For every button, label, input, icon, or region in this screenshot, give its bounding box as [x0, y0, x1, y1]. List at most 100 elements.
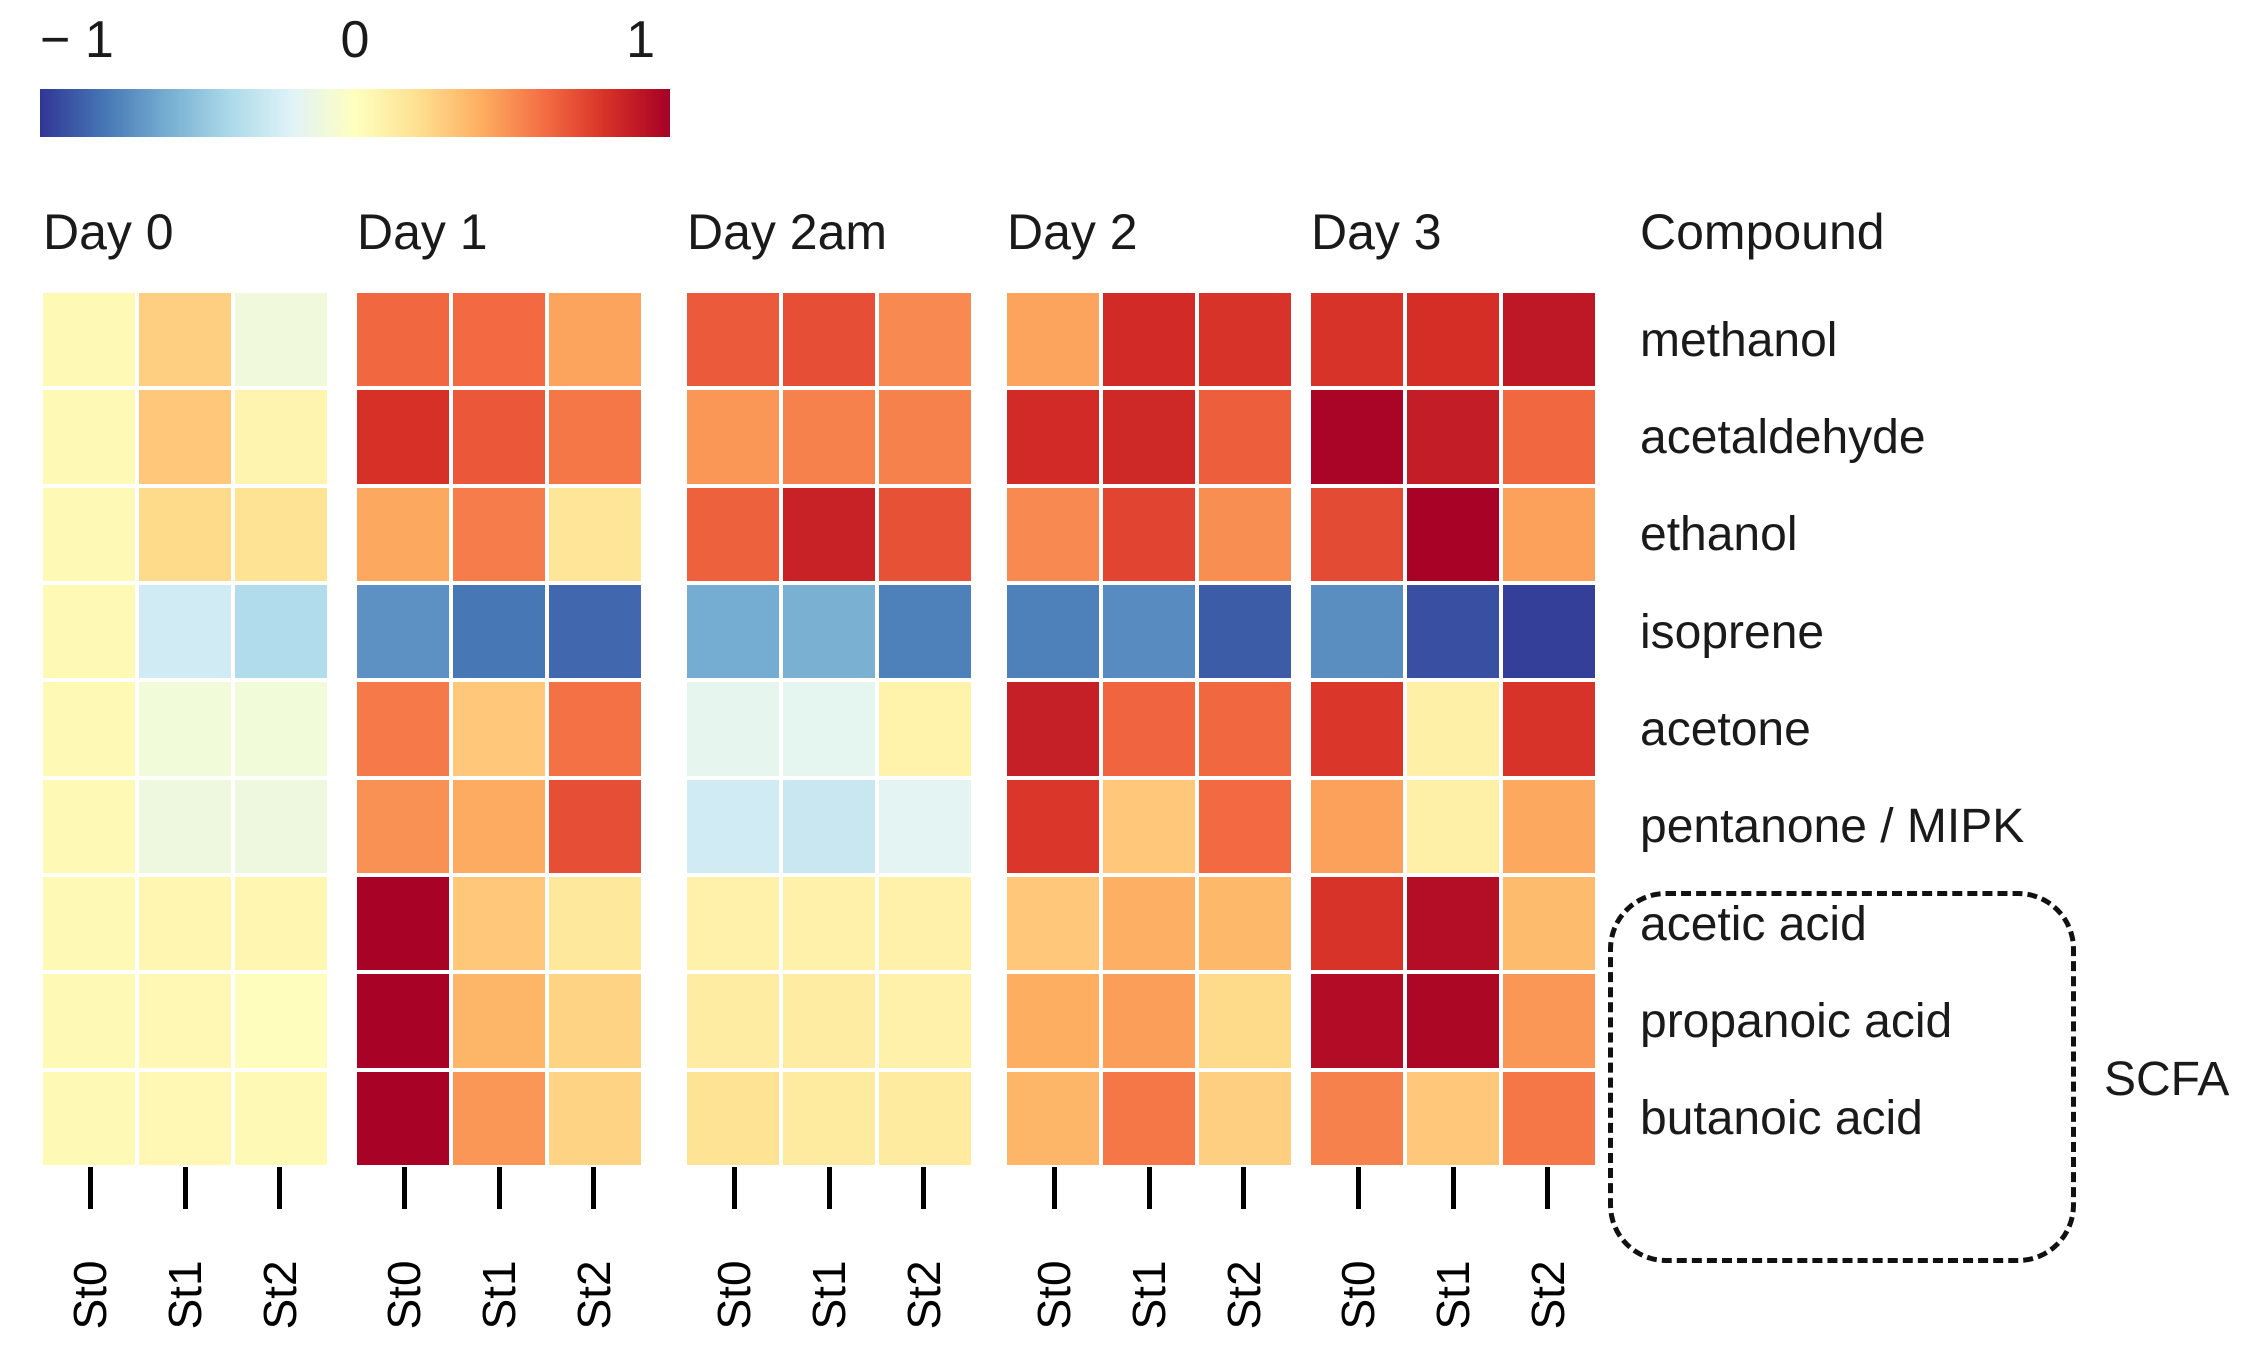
- heatmap-cell: [453, 585, 545, 679]
- heatmap-cell: [879, 390, 971, 484]
- colorbar-tick-one: 1: [626, 11, 655, 69]
- heatmap-cell: [1199, 1071, 1291, 1165]
- heatmap-cell: [1199, 293, 1291, 387]
- colorbar-tick-minus1: − 1: [40, 11, 114, 69]
- heatmap-cell: [1007, 487, 1099, 581]
- tick-label-st2: St2: [567, 1260, 620, 1330]
- scfa-group-label: SCFA: [2104, 1053, 2230, 1106]
- x-axis-tick: [277, 1167, 283, 1209]
- heatmap-cell: [1103, 779, 1195, 873]
- panel-title-day-3: Day 3: [1311, 204, 1442, 260]
- heatmap-cell: [1407, 877, 1499, 971]
- heatmap-cell: [1407, 1071, 1499, 1165]
- heatmap-cell: [357, 1071, 449, 1165]
- heatmap-cell: [1407, 974, 1499, 1068]
- heatmap-cell: [235, 1071, 327, 1165]
- heatmap-cell: [783, 293, 875, 387]
- heatmap-cell: [783, 585, 875, 679]
- x-axis-tick: [1545, 1167, 1551, 1209]
- heatmap-cell: [1103, 390, 1195, 484]
- heatmap-cell: [357, 487, 449, 581]
- heatmap-cell: [783, 390, 875, 484]
- heatmap-cell: [879, 877, 971, 971]
- heatmap-cell: [1503, 585, 1595, 679]
- heatmap-cell: [1503, 487, 1595, 581]
- heatmap-cell: [783, 487, 875, 581]
- heatmap-cell: [43, 390, 135, 484]
- compound-column-header: Compound: [1640, 204, 1885, 260]
- heatmap-cell: [139, 779, 231, 873]
- heatmap-cell: [1199, 974, 1291, 1068]
- heatmap-cell: [1103, 293, 1195, 387]
- heatmap-cell: [235, 682, 327, 776]
- heatmap-cell: [879, 974, 971, 1068]
- tick-label-st1: St1: [803, 1260, 855, 1330]
- heatmap-panel-day-0: [43, 293, 327, 1165]
- heatmap-cell: [453, 974, 545, 1068]
- heatmap-cell: [139, 974, 231, 1068]
- heatmap-cell: [1007, 585, 1099, 679]
- heatmap-cell: [1007, 877, 1099, 971]
- heatmap-cell: [549, 487, 641, 581]
- heatmap-cell: [235, 487, 327, 581]
- heatmap-cell: [687, 877, 779, 971]
- tick-label-st0: St0: [1028, 1260, 1081, 1330]
- heatmap-cell: [1199, 585, 1291, 679]
- heatmap-cell: [235, 877, 327, 971]
- heatmap-cell: [879, 682, 971, 776]
- tick-label-st0: St0: [378, 1260, 431, 1330]
- heatmap-cell: [357, 779, 449, 873]
- heatmap-cell: [783, 1071, 875, 1165]
- scfa-group-box: [1608, 891, 2076, 1263]
- heatmap-cell: [687, 293, 779, 387]
- heatmap-cell: [1007, 682, 1099, 776]
- row-label-methanol: methanol: [1640, 313, 1838, 367]
- heatmap-cell: [879, 1071, 971, 1165]
- heatmap-cell: [43, 682, 135, 776]
- heatmap-cell: [1407, 390, 1499, 484]
- panel-title-day-2am: Day 2am: [687, 204, 888, 260]
- row-label-butanoic-acid: butanoic acid: [1640, 1092, 1923, 1146]
- heatmap-cell: [1407, 682, 1499, 776]
- heatmap-cell: [139, 487, 231, 581]
- x-axis-tick: [401, 1167, 407, 1209]
- row-label-acetic-acid: acetic acid: [1640, 897, 1867, 951]
- heatmap-cell: [783, 682, 875, 776]
- heatmap-cell: [1503, 974, 1595, 1068]
- heatmap-cell: [549, 877, 641, 971]
- panel-title-day-2: Day 2: [1007, 204, 1138, 260]
- heatmap-cell: [1007, 390, 1099, 484]
- heatmap-panel-day-1: [357, 293, 641, 1165]
- heatmap-cell: [139, 585, 231, 679]
- heatmap-cell: [783, 877, 875, 971]
- tick-label-st1: St1: [159, 1260, 211, 1330]
- heatmap-cell: [235, 585, 327, 679]
- tick-label-st1: St1: [1123, 1260, 1175, 1330]
- x-axis-tick: [87, 1167, 93, 1209]
- heatmap-cell: [1503, 877, 1595, 971]
- tick-label-st2: St2: [897, 1260, 950, 1330]
- heatmap-cell: [1199, 682, 1291, 776]
- panel-title-day-0: Day 0: [43, 204, 174, 260]
- heatmap-cell: [1311, 293, 1403, 387]
- heatmap-cell: [453, 779, 545, 873]
- row-label-acetone: acetone: [1640, 702, 1811, 756]
- heatmap-cell: [1503, 1071, 1595, 1165]
- x-axis-tick: [591, 1167, 597, 1209]
- heatmap-cell: [549, 293, 641, 387]
- heatmap-cell: [453, 390, 545, 484]
- heatmap-cell: [1103, 682, 1195, 776]
- x-axis-tick: [1241, 1167, 1247, 1209]
- heatmap-cell: [1311, 585, 1403, 679]
- x-axis-tick: [1355, 1167, 1361, 1209]
- heatmap-cell: [235, 293, 327, 387]
- tick-label-st0: St0: [64, 1260, 117, 1330]
- heatmap-cell: [235, 779, 327, 873]
- heatmap-cell: [1503, 390, 1595, 484]
- heatmap-cell: [357, 974, 449, 1068]
- heatmap-cell: [453, 877, 545, 971]
- heatmap-cell: [357, 585, 449, 679]
- heatmap-cell: [453, 293, 545, 387]
- row-label-propanoic-acid: propanoic acid: [1640, 994, 1953, 1048]
- heatmap-cell: [1311, 877, 1403, 971]
